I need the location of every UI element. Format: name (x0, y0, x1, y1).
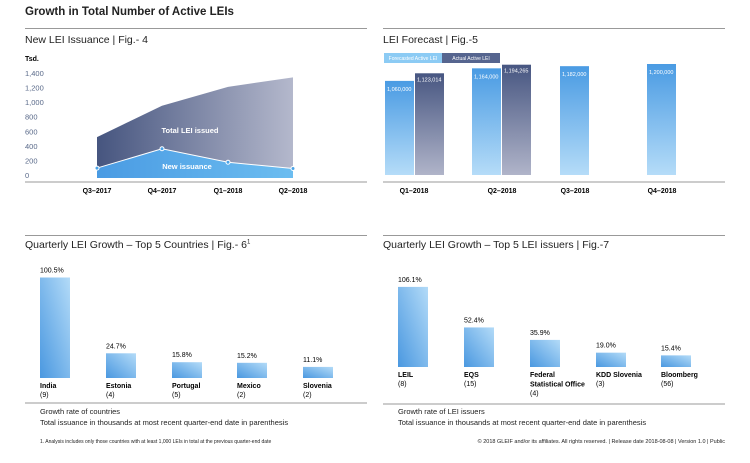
bar-forecast (560, 66, 589, 175)
y-tick-label: 400 (25, 142, 38, 151)
category-label: KDD Slovenia (596, 372, 642, 379)
data-label: 35.9% (530, 330, 550, 337)
data-label: 11.1% (303, 357, 322, 364)
issuer-bar (464, 327, 494, 367)
count-label: (2) (303, 392, 312, 399)
x-tick-label: Q1–2018 (214, 188, 243, 195)
count-label: (3) (596, 381, 605, 388)
data-label: 15.4% (661, 345, 681, 352)
divider (383, 235, 725, 236)
country-bar (303, 366, 333, 378)
count-label: (9) (40, 392, 49, 399)
category-label: LEIL (398, 372, 414, 379)
x-tick-label: Q2–2018 (279, 188, 308, 195)
data-label: 19.0% (596, 343, 616, 350)
issuer-bar (398, 286, 428, 367)
data-label: 24.7% (106, 343, 126, 350)
y-tick-label: 1,200 (25, 84, 44, 93)
category-label: Slovenia (303, 383, 332, 390)
country-bar (237, 362, 267, 378)
line-new-issuance (96, 148, 294, 169)
data-point (94, 165, 100, 171)
copyright: © 2018 GLEIF and/or its affiliates. All … (477, 439, 725, 445)
data-label: 1,060,000 (387, 87, 411, 93)
series-label: New issuance (162, 162, 212, 171)
data-label: 1,194,265 (504, 69, 528, 75)
bar-forecast (472, 68, 501, 175)
y-tick-label: 600 (25, 127, 38, 136)
data-label: 52.4% (464, 317, 484, 324)
divider (383, 28, 725, 29)
y-axis-label: Tsd. (25, 56, 39, 63)
divider (25, 28, 367, 29)
x-tick-label: Q2–2018 (488, 188, 517, 195)
country-bar (40, 277, 70, 378)
y-tick-label: 1,400 (25, 69, 44, 78)
fig7-caption: Growth rate of LEI issuers Total issuance… (398, 407, 647, 427)
x-tick-label: Q4–2018 (648, 188, 677, 195)
category-label: Mexico (237, 383, 261, 390)
x-tick-label: Q3–2018 (561, 188, 590, 195)
y-tick-label: 800 (25, 113, 38, 122)
area-total-lei-issued (97, 77, 293, 178)
category-label: Portugal (172, 383, 200, 390)
legend-actual (442, 53, 500, 63)
count-label: (2) (237, 392, 246, 399)
category-label: EQS (464, 372, 479, 379)
country-bar (106, 353, 136, 378)
count-label: (8) (398, 381, 407, 388)
y-tick-label: 0 (25, 171, 29, 180)
data-label: 1,182,000 (562, 72, 586, 78)
issuer-bar (596, 352, 626, 367)
data-label: 106.1% (398, 277, 422, 284)
data-label: 100.5% (40, 268, 64, 275)
issuer-bar (661, 355, 691, 367)
count-label: (5) (172, 392, 181, 399)
count-label: (15) (464, 381, 476, 388)
data-label: 1,123,014 (417, 77, 441, 83)
bar-actual (502, 64, 531, 175)
y-tick-label: 1,000 (25, 98, 44, 107)
bar-forecast (647, 64, 676, 175)
area-new-issuance (97, 148, 293, 178)
count-label: (56) (661, 381, 673, 388)
data-label: 15.8% (172, 352, 192, 359)
category-label: Statistical Office (530, 382, 585, 389)
category-label: Estonia (106, 383, 131, 390)
x-tick-label: Q3–2017 (83, 188, 112, 195)
page-title: Growth in Total Number of Active LEIs (25, 6, 234, 18)
data-label: 15.2% (237, 353, 257, 360)
country-bar (172, 362, 202, 378)
fig5-title: LEI Forecast | Fig.-5 (383, 34, 478, 46)
fig6-caption: Growth rate of countries Total issuance i… (40, 407, 289, 427)
fig7-title: Quarterly LEI Growth – Top 5 LEI issuers… (383, 239, 610, 251)
legend-forecast (384, 53, 442, 63)
divider (25, 235, 367, 236)
legend-label: Actual Active LEI (452, 56, 490, 62)
count-label: (4) (530, 391, 539, 398)
x-tick-label: Q1–2018 (400, 188, 429, 195)
category-label: India (40, 383, 56, 390)
category-label: Federal (530, 372, 555, 379)
category-label: Bloomberg (661, 372, 698, 379)
legend-label: Forecasted Active LEI (389, 56, 438, 62)
fig4-title: New LEI Issuance | Fig.- 4 (25, 34, 148, 46)
data-point (159, 146, 165, 152)
footnote: 1. Analysis includes only those countrie… (40, 439, 272, 445)
count-label: (4) (106, 392, 115, 399)
bar-forecast (385, 80, 414, 175)
data-point (225, 159, 231, 165)
series-label: Total LEI issued (162, 126, 219, 135)
data-label: 1,200,000 (649, 70, 673, 76)
data-label: 1,164,000 (474, 74, 498, 80)
fig6-title: Quarterly LEI Growth – Top 5 Countries |… (25, 239, 251, 251)
issuer-bar (530, 339, 560, 367)
data-point (290, 165, 296, 171)
bar-actual (415, 73, 444, 175)
y-tick-label: 200 (25, 156, 38, 165)
x-tick-label: Q4–2017 (148, 188, 177, 195)
